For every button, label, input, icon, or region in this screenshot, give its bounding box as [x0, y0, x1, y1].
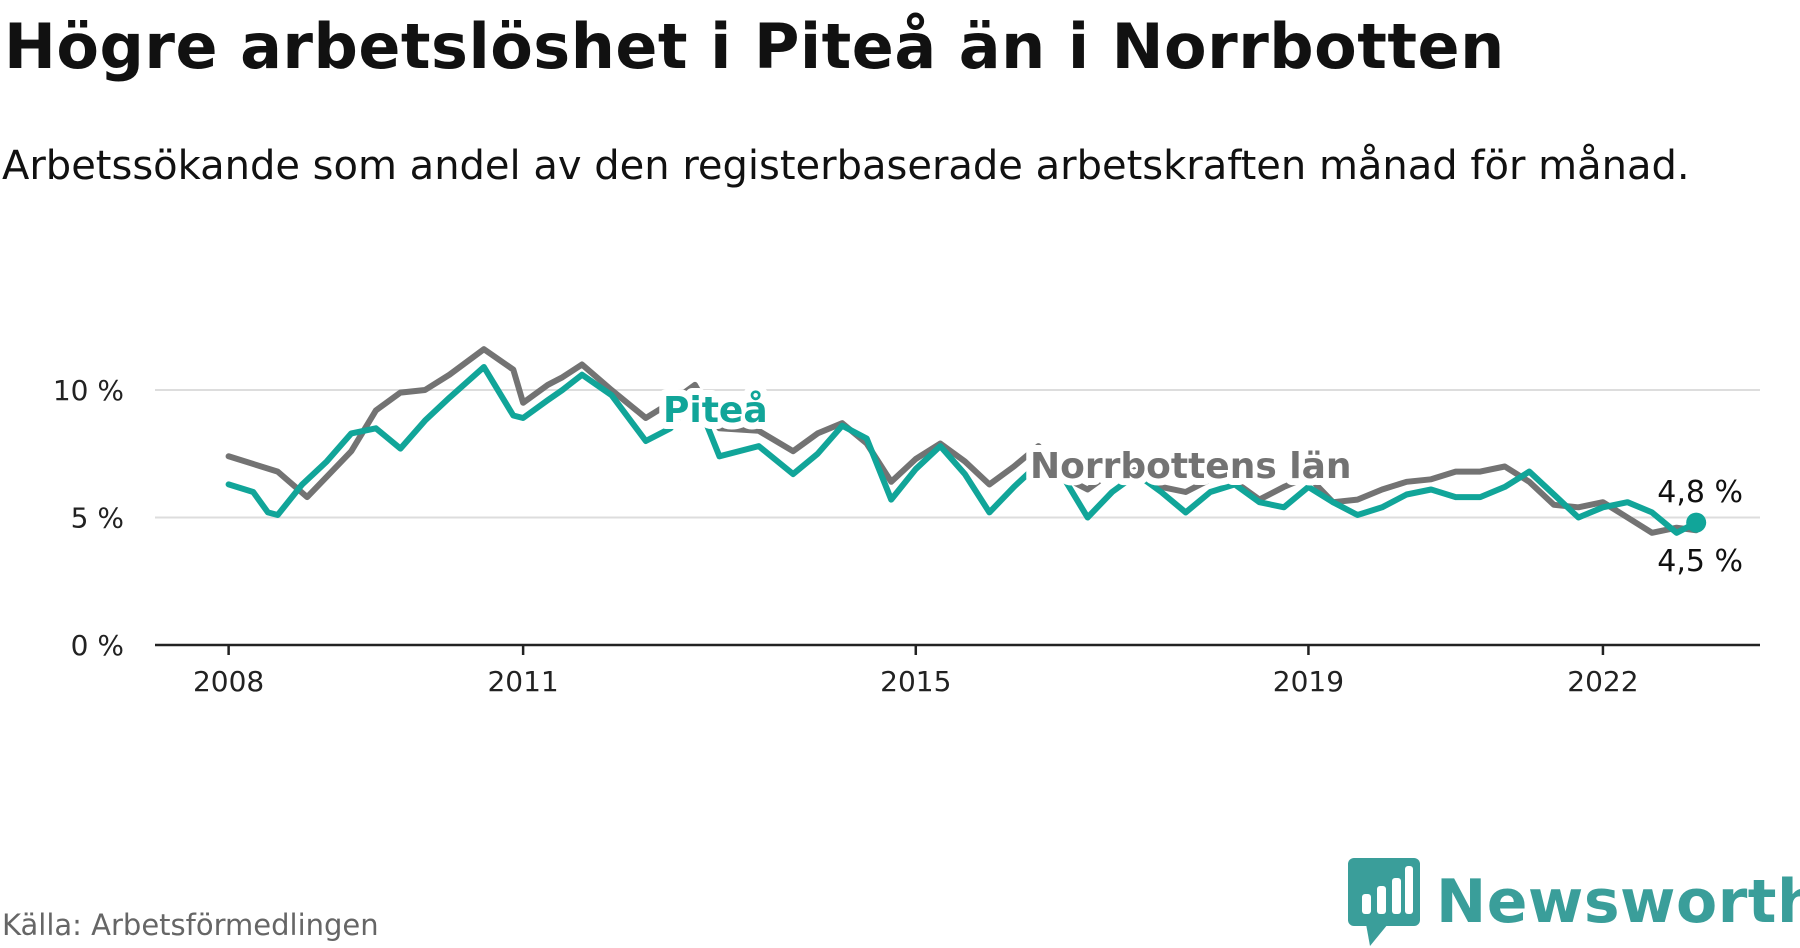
x-tick-label: 2011 [487, 665, 558, 698]
x-tick-label: 2015 [880, 665, 951, 698]
chart-subtitle: Arbetssökande som andel av den registerb… [2, 143, 1690, 189]
newsworthy-logo: Newsworthy [1348, 858, 1800, 946]
series-end-dot-pitea [1686, 512, 1707, 533]
end-value-label-norrbotten: 4,5 % [1657, 544, 1743, 579]
end-value-label-pitea: 4,8 % [1657, 475, 1743, 510]
axis-ticks: 0 % 5 % 10 % 2008 2011 2015 2019 2022 [53, 374, 1760, 698]
newsworthy-chart-bubble-icon [1348, 858, 1420, 946]
series-label-norrbotten-halo: Norrbottens län [1030, 446, 1352, 487]
y-tick-label: 5 % [71, 502, 124, 535]
x-tick-label: 2022 [1567, 665, 1638, 698]
source-note: Källa: Arbetsförmedlingen [2, 908, 379, 942]
series-label-pitea-halo: Piteå [663, 390, 768, 431]
y-tick-label: 0 % [71, 629, 124, 662]
chart-title: Högre arbetslöshet i Piteå än i Norrbott… [4, 10, 1505, 83]
logo-text: Newsworthy [1436, 867, 1800, 937]
series-label-norrbotten: Norrbottens län [1030, 446, 1352, 487]
x-tick-label: 2019 [1273, 665, 1344, 698]
series-lines [225, 346, 1707, 536]
y-tick-label: 10 % [53, 374, 124, 407]
x-tick-label: 2008 [193, 665, 264, 698]
series-label-pitea: Piteå [663, 390, 768, 431]
series-line-pitea [225, 364, 1700, 536]
series-line-norrbotten [225, 346, 1700, 536]
